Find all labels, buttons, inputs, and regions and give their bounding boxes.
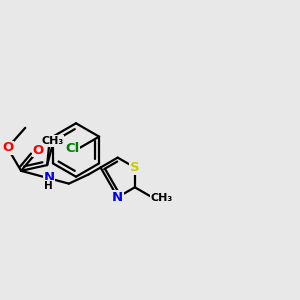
Text: H: H: [44, 181, 53, 191]
Text: CH₃: CH₃: [151, 193, 173, 203]
Text: O: O: [2, 141, 13, 154]
Text: S: S: [130, 161, 140, 174]
Text: N: N: [112, 191, 123, 204]
Text: O: O: [32, 144, 44, 157]
Text: CH₃: CH₃: [41, 136, 63, 146]
Text: Cl: Cl: [65, 142, 80, 155]
Text: N: N: [43, 170, 54, 184]
